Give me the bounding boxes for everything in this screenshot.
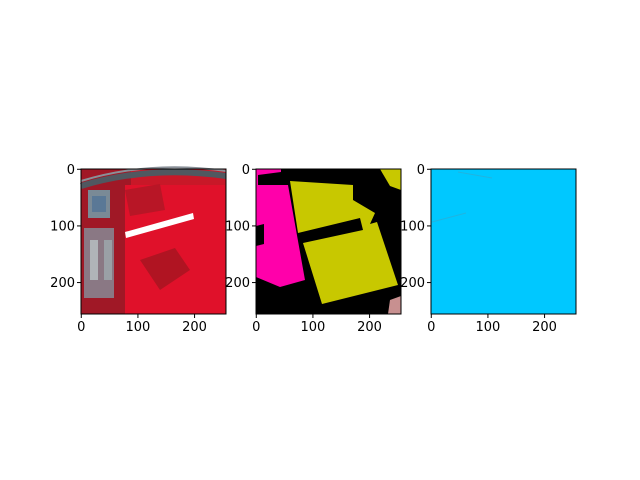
mask-axis-frame — [255, 168, 402, 315]
panel-mask — [255, 168, 402, 315]
prediction-axis-frame — [430, 168, 577, 315]
panel-prediction — [430, 168, 577, 315]
y-tick-label: 100 — [50, 219, 75, 234]
mask-yellow-corner — [380, 169, 401, 190]
satellite-axis-frame — [80, 168, 227, 315]
y-tick-label: 0 — [417, 163, 425, 178]
x-tick-label: 100 — [301, 320, 326, 335]
y-tick-label: 200 — [225, 276, 250, 291]
x-tick-label: 200 — [532, 320, 557, 335]
x-tick-label: 200 — [357, 320, 382, 335]
x-tick-label: 0 — [77, 320, 85, 335]
satellite-white-road — [125, 213, 194, 238]
y-tick-label: 200 — [50, 276, 75, 291]
y-tick-label: 0 — [67, 163, 75, 178]
prediction-faint-line — [431, 212, 467, 223]
x-tick-label: 0 — [252, 320, 260, 335]
satellite-buildings-4 — [90, 240, 98, 280]
y-tick-label: 200 — [400, 276, 425, 291]
x-tick-label: 0 — [427, 320, 435, 335]
satellite-dark-field-2 — [125, 184, 165, 216]
mask-yellow-region — [290, 181, 398, 304]
x-tick-label: 100 — [126, 320, 151, 335]
y-tick-label: 100 — [225, 219, 250, 234]
satellite-highway — [80, 169, 227, 189]
satellite-dark-field — [140, 248, 190, 290]
prediction-fill — [431, 169, 576, 314]
x-tick-label: 100 — [476, 320, 501, 335]
y-tick-label: 0 — [242, 163, 250, 178]
prediction-faint-line-2 — [457, 171, 493, 179]
satellite-buildings-5 — [104, 240, 112, 280]
panel-satellite — [80, 166, 227, 315]
axes-ticks: 0 100 200 0 100 200 0 100 200 0 100 200 0 100 200 0 100 2… — [50, 163, 557, 335]
mask-magenta-region — [256, 169, 305, 287]
y-tick-label: 100 — [400, 219, 425, 234]
satellite-buildings-2 — [92, 196, 106, 212]
mask-pink-region — [388, 296, 401, 314]
x-tick-label: 200 — [182, 320, 207, 335]
